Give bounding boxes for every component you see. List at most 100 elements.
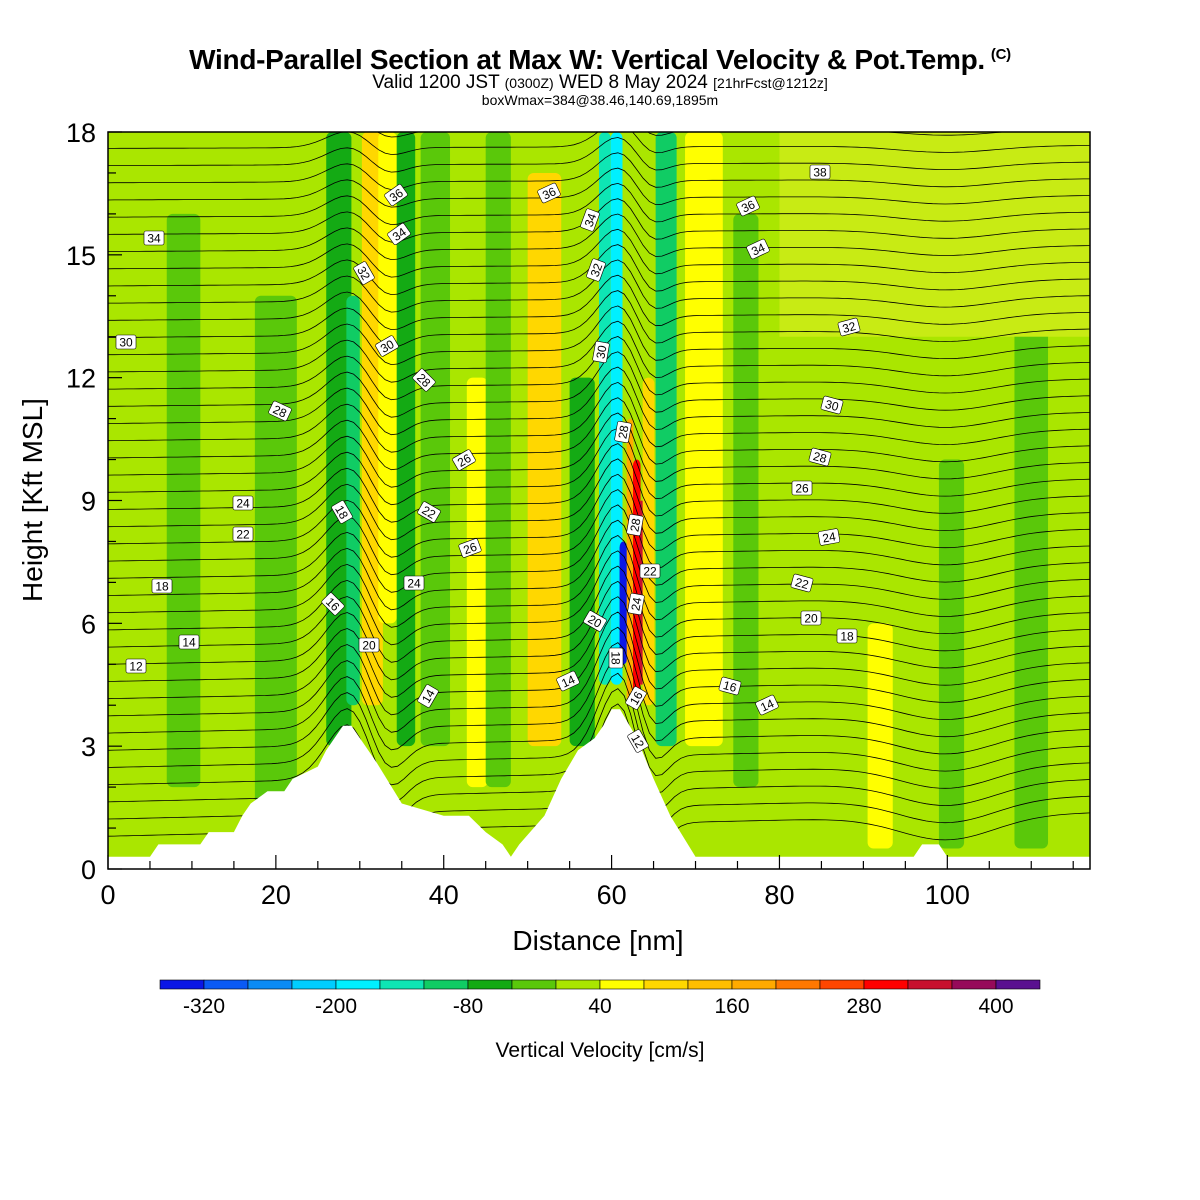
theta-label-text: 32 (354, 264, 373, 283)
theta-label-text: 24 (821, 529, 837, 545)
theta-contour (108, 672, 1090, 786)
band-yellow-d (867, 623, 893, 849)
theta-label-text: 18 (840, 630, 854, 644)
theta-contour (108, 550, 1090, 646)
colorbar-tick-label: -200 (315, 995, 357, 1018)
theta-contour (108, 504, 1090, 593)
theta-label: 20 (358, 637, 380, 653)
theta-label: 12 (125, 658, 147, 674)
band-green-e (396, 132, 416, 747)
theta-contour (108, 167, 1090, 208)
theta-contour (108, 213, 1090, 261)
colorbar-swatch (995, 979, 1041, 990)
theta-label-text: 20 (362, 639, 376, 653)
y-tick-label: 3 (81, 732, 96, 762)
theta-label: 14 (755, 694, 779, 716)
colorbar-swatch (599, 979, 645, 990)
theta-label-text: 22 (236, 528, 250, 542)
theta-label-text: 30 (119, 336, 133, 350)
colorbar-swatch (335, 979, 381, 990)
theta-contour-labels: 34 30 28 24 22 18 14 12 36 34 32 30 28 26 18 16 20 24 22 26… (115, 164, 861, 753)
theta-label: 22 (790, 573, 814, 593)
theta-contour (108, 657, 1090, 768)
theta-label: 18 (836, 628, 858, 644)
colorbar-swatch (643, 979, 689, 990)
band-gold-b (527, 172, 562, 747)
colorbar-swatch (863, 979, 909, 990)
theta-label: 14 (417, 684, 439, 708)
y-tick-label: 12 (66, 364, 96, 394)
theta-label: 30 (592, 340, 610, 364)
band-yellow-c (685, 132, 723, 747)
y-axis-label: Height [Kft MSL] (17, 398, 48, 602)
theta-label-text: 24 (236, 497, 250, 511)
theta-label-text: 28 (812, 449, 829, 466)
theta-contour (108, 366, 1090, 436)
theta-label-text: 28 (271, 402, 289, 420)
theta-label: 32 (837, 317, 861, 337)
theta-contour (108, 427, 1090, 506)
theta-label: 30 (115, 334, 137, 350)
colorbar-swatch (203, 979, 249, 990)
theta-label: 16 (718, 676, 742, 696)
colorbar: -320 -200 -80 40 160 280 400 (159, 979, 1041, 1018)
colorbar-label: Vertical Velocity [cm/s] (496, 1039, 705, 1062)
theta-label-text: 32 (588, 261, 606, 279)
band-cyan-a (610, 132, 623, 685)
theta-label: 26 (452, 449, 476, 471)
colorbar-tick-label: -320 (183, 995, 225, 1018)
theta-label: 16 (625, 686, 647, 710)
theta-contour (108, 305, 1090, 366)
theta-contour (108, 228, 1090, 278)
theta-label: 14 (556, 670, 580, 692)
theta-contour (108, 565, 1090, 663)
theta-label-text: 12 (628, 732, 647, 751)
theta-label-text: 24 (407, 577, 421, 591)
theta-label-text: 18 (332, 503, 351, 522)
colorbar-swatch (467, 979, 513, 990)
theta-label: 28 (268, 400, 292, 422)
theta-label: 12 (627, 729, 649, 753)
theta-label-text: 24 (628, 596, 644, 612)
terrain (108, 709, 1090, 869)
theta-label: 14 (178, 634, 200, 650)
theta-label: 36 (384, 184, 408, 206)
colorbar-swatch (951, 979, 997, 990)
theta-contour (108, 61, 1090, 85)
y-tick-label: 15 (66, 241, 96, 271)
colorbar-swatch (775, 979, 821, 990)
y-tick-label: 0 (81, 855, 96, 885)
theta-contour (108, 320, 1090, 383)
band-green-k (938, 459, 965, 849)
theta-label-text: 32 (841, 319, 858, 336)
theta-label-text: 14 (419, 687, 438, 706)
theta-label-text: 16 (722, 678, 739, 695)
band-yellow-a (378, 132, 397, 624)
x-axis-label: Distance [nm] (512, 925, 683, 956)
theta-label: 32 (586, 258, 606, 282)
band-gold-c (642, 377, 655, 706)
theta-label-text: 22 (419, 503, 438, 522)
theta-label: 20 (583, 610, 607, 632)
theta-label-text: 34 (147, 232, 161, 246)
theta-label: 34 (387, 223, 411, 245)
theta-contour (108, 274, 1090, 331)
theta-label: 32 (353, 261, 375, 285)
theta-label-text: 26 (795, 482, 809, 496)
x-tick-label: 0 (100, 880, 115, 910)
theta-contour (108, 611, 1090, 716)
theta-label: 26 (791, 480, 813, 496)
colorbar-swatch (907, 979, 953, 990)
colorbar-swatch (687, 979, 733, 990)
theta-contour (108, 381, 1090, 453)
y-tick-label: 6 (81, 609, 96, 639)
theta-contour (108, 132, 1090, 155)
theta-label-text: 30 (378, 337, 397, 356)
theta-contour (108, 688, 1090, 803)
theta-label-text: 22 (794, 575, 811, 592)
theta-label: 24 (627, 592, 645, 616)
colorbar-swatch (731, 979, 777, 990)
theta-label: 36 (537, 182, 561, 204)
band-lime-upper-right (779, 132, 1090, 337)
